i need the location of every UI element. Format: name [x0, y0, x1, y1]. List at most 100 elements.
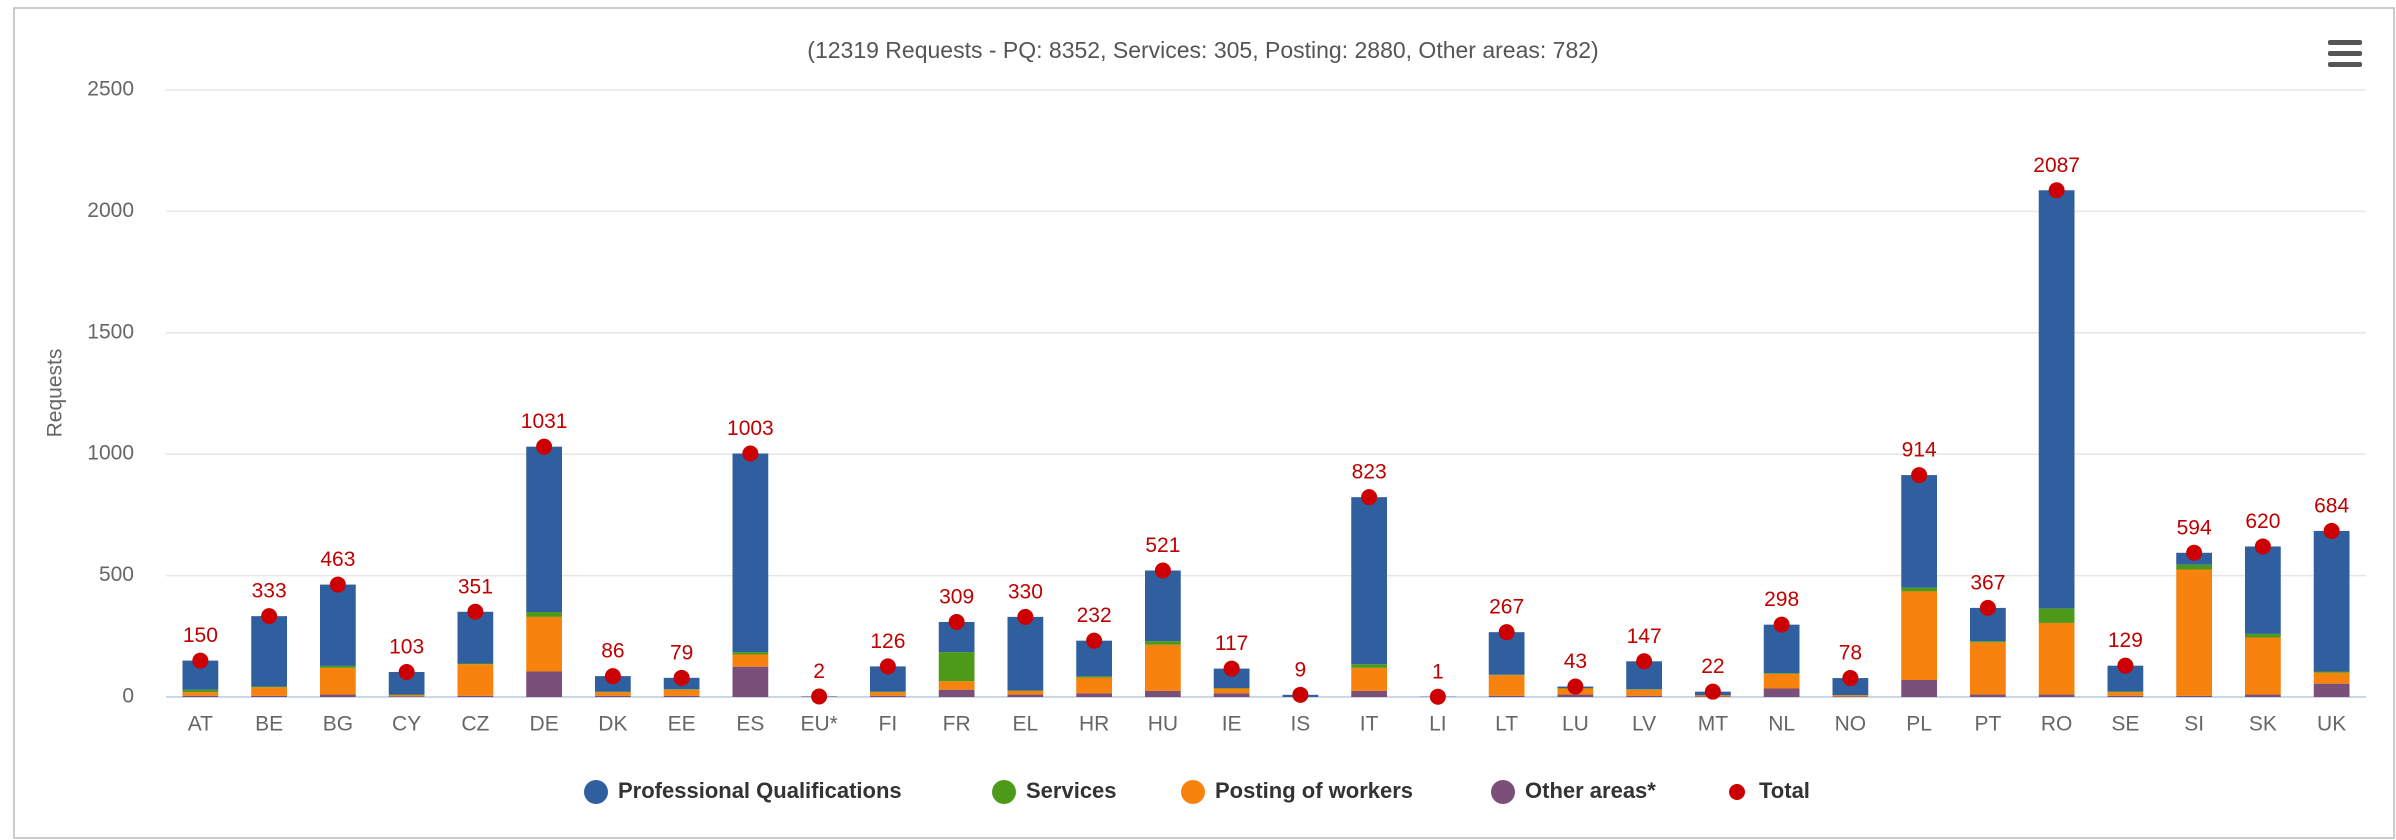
total-label: 126 [870, 630, 905, 653]
bar-segment [595, 692, 631, 696]
x-tick-label: MT [1698, 713, 1728, 736]
bar-segment [2313, 671, 2350, 673]
bar-segment [2038, 622, 2075, 695]
total-marker [1429, 688, 1446, 705]
total-label: 79 [670, 641, 693, 664]
total-marker [673, 669, 690, 686]
bar-segment [1145, 570, 1181, 642]
total-label: 1003 [727, 417, 774, 440]
x-tick-label: DK [598, 713, 627, 736]
bar-segment [1351, 497, 1387, 665]
legend-label: Services [1026, 778, 1117, 803]
x-tick-label: LV [1632, 713, 1656, 736]
bar-segment [1763, 673, 1800, 689]
total-marker [1361, 489, 1378, 506]
total-marker [1636, 653, 1653, 670]
total-label: 351 [458, 575, 493, 598]
x-tick-label: HR [1079, 713, 1109, 736]
total-marker [1154, 562, 1171, 579]
total-label: 463 [320, 548, 355, 571]
x-tick-label: SI [2184, 713, 2204, 736]
legend-label: Posting of workers [1215, 778, 1413, 803]
bar-segment [1007, 690, 1044, 695]
total-marker [1567, 678, 1584, 695]
x-tick-label: DE [530, 713, 559, 736]
bar-segment [938, 689, 975, 697]
menu-button[interactable] [2328, 40, 2362, 67]
bar-segment [1076, 677, 1112, 694]
total-label: 147 [1627, 625, 1662, 648]
bar-segment [526, 671, 562, 697]
total-marker [2048, 182, 2065, 199]
total-marker [398, 663, 415, 680]
x-tick-label: LT [1495, 713, 1518, 736]
bar-segment [251, 695, 287, 697]
bar-segment [1970, 642, 2006, 695]
total-label: 9 [1295, 658, 1307, 681]
x-tick-label: FR [943, 713, 971, 736]
bar-segment [1145, 641, 1181, 645]
x-tick-label: RO [2041, 713, 2073, 736]
total-marker [1086, 632, 1103, 649]
bar-segment [1901, 475, 1937, 588]
bar-segment [2245, 637, 2281, 695]
bar-segment [1145, 644, 1181, 691]
bar-segment [320, 584, 356, 666]
total-marker [1498, 624, 1515, 641]
bar-segment [251, 616, 287, 687]
bar-segment [1351, 667, 1387, 691]
total-marker [1911, 467, 1928, 484]
total-label: 1031 [521, 410, 568, 433]
bar-segment [388, 671, 425, 695]
bar-segment [1626, 695, 1662, 697]
total-marker [329, 576, 346, 593]
total-marker [948, 613, 965, 630]
bar-segment [2245, 694, 2281, 697]
bar-segment [251, 686, 287, 688]
bar-segment [595, 695, 631, 697]
x-tick-label: SK [2249, 713, 2277, 736]
x-tick-label: CY [392, 713, 421, 736]
total-marker [1773, 616, 1790, 633]
total-marker [1017, 608, 1034, 625]
total-marker [1292, 686, 1309, 703]
bar-segment [251, 687, 287, 696]
bar-segment [1488, 675, 1525, 696]
bar-segment [2038, 190, 2075, 609]
total-label: 78 [1839, 642, 1862, 665]
x-tick-label: BE [255, 713, 283, 736]
total-marker [879, 658, 896, 675]
bar-segment [526, 612, 562, 617]
total-label: 521 [1145, 534, 1180, 557]
x-tick-label: PL [1906, 713, 1932, 736]
total-marker [811, 688, 828, 705]
legend-marker [992, 780, 1016, 804]
total-marker [192, 652, 209, 669]
total-label: 620 [2245, 510, 2280, 533]
bar-segment [526, 616, 562, 672]
bar-segment [1557, 694, 1594, 697]
x-tick-label: ES [736, 713, 764, 736]
x-tick-label: NL [1768, 713, 1795, 736]
bar-segment [1145, 690, 1181, 697]
bar-segment [1763, 673, 1800, 674]
bar-segment [2313, 530, 2350, 672]
total-label: 330 [1008, 580, 1043, 603]
total-label: 298 [1764, 588, 1799, 611]
bar-segment [457, 664, 494, 696]
x-tick-label: FI [879, 713, 898, 736]
legend-label: Professional Qualifications [618, 778, 902, 803]
bar-segment [938, 652, 975, 682]
x-tick-label: NO [1835, 713, 1867, 736]
total-marker [742, 445, 759, 462]
total-label: 117 [1215, 632, 1248, 655]
bar-segment [2176, 569, 2212, 696]
legend-label: Total [1759, 778, 1810, 803]
bar-segment [457, 663, 494, 665]
x-tick-label: UK [2317, 713, 2346, 736]
total-label: 129 [2108, 629, 2143, 652]
x-tick-label: LI [1429, 713, 1447, 736]
bar-segment [870, 692, 906, 696]
x-tick-label: HU [1148, 713, 1178, 736]
